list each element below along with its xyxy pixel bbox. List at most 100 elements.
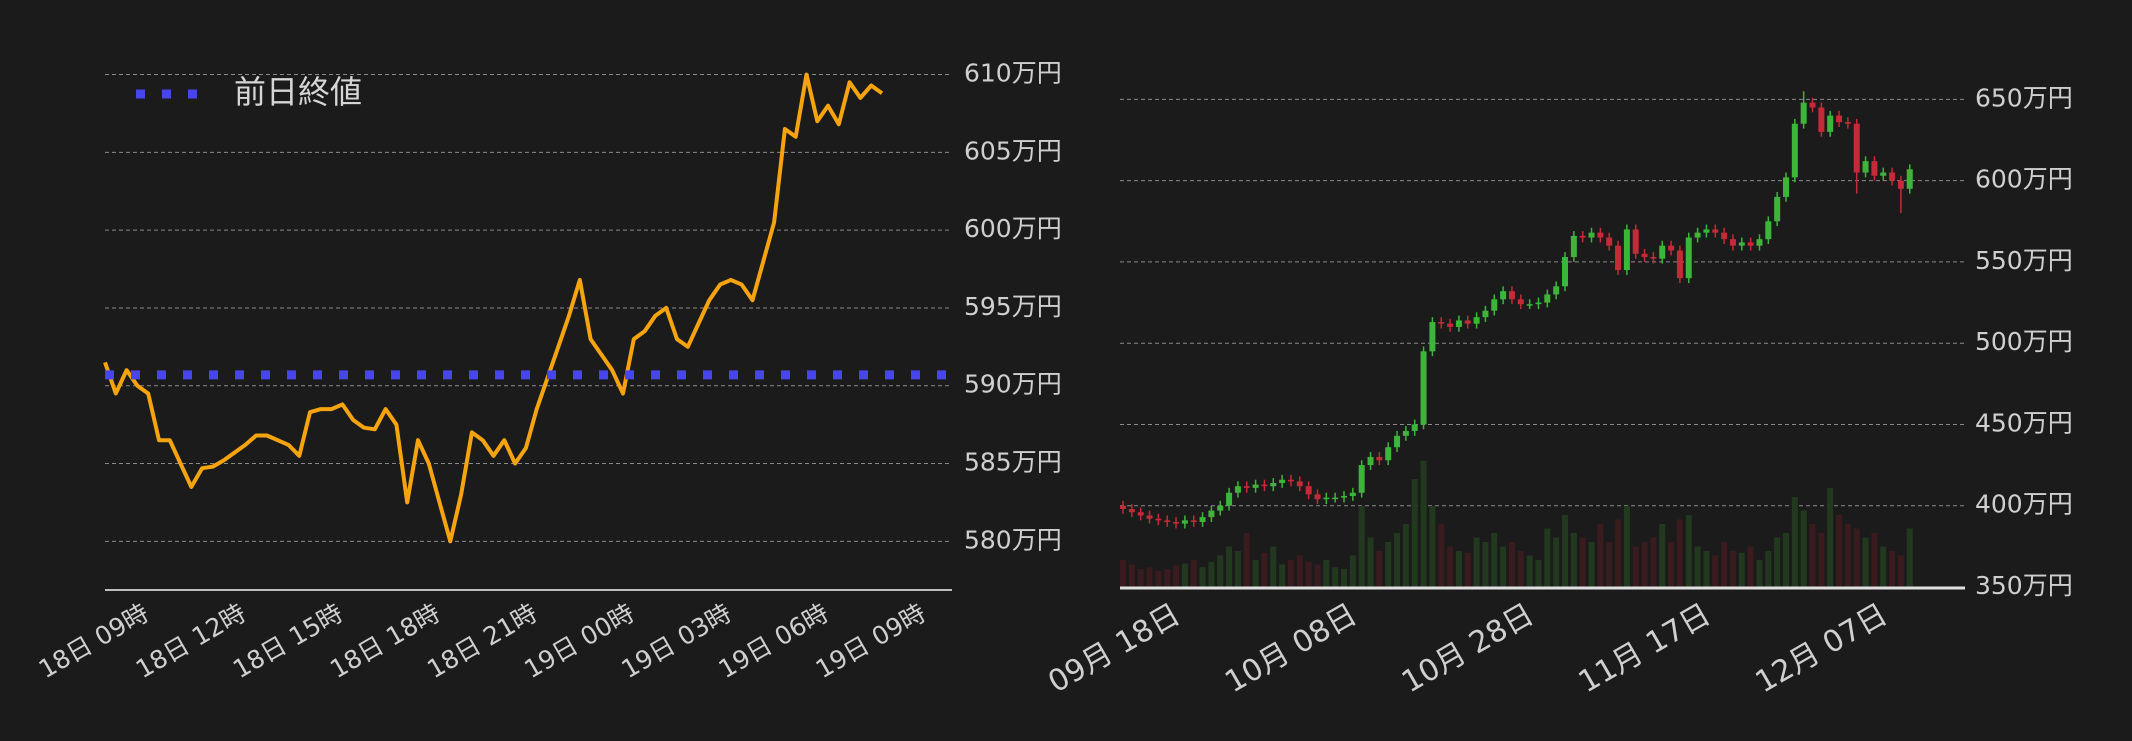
candle-body [1394,435,1401,448]
y-tick-label: 580万円 [964,525,1062,554]
volume-bar [1358,506,1365,587]
x-tick-label: 19日 00時 [519,598,639,684]
volume-bar [1305,561,1312,587]
candle-body [1606,237,1613,246]
volume-bar [1146,567,1153,587]
candle-body [1482,310,1489,318]
volume-bar [1234,551,1241,587]
y-tick-label: 550万円 [1975,246,2073,275]
candle-body [1721,232,1728,240]
candle-body [1880,172,1887,176]
x-tick-label: 18日 21時 [422,598,542,684]
candle-body [1270,482,1277,487]
volume-bar [1243,533,1250,587]
y-tick-label: 585万円 [964,448,1062,477]
y-tick-label: 500万円 [1975,327,2073,356]
candle-body [1438,322,1445,324]
volume-bar [1623,506,1630,587]
candle-body [1765,221,1772,240]
volume-bar [1668,542,1675,587]
volume-bar [1190,560,1197,587]
y-tick-label: 610万円 [964,59,1062,88]
candle-body [1827,115,1834,132]
candle-body [1367,456,1374,466]
candle-body [1517,299,1524,305]
candle-body [1800,102,1807,124]
volume-bar [1641,542,1648,587]
candle-body [1385,447,1392,461]
candle-body [1889,172,1896,181]
candle-body [1429,322,1436,352]
candle-body [1252,484,1259,488]
volume-bar [1756,560,1763,587]
candle-body [1173,521,1180,524]
candle-body [1774,196,1781,222]
volume-bar [1411,479,1418,587]
volume-bar [1226,546,1233,587]
candle-body [1279,479,1286,483]
x-tick-label: 18日 12時 [131,598,251,684]
volume-bar [1508,542,1515,587]
volume-bar [1747,546,1754,587]
volume-bar [1526,555,1533,587]
volume-bar [1562,515,1568,587]
candle-body [1455,320,1462,327]
volume-bar [1632,546,1639,587]
volume-bar [1721,542,1728,587]
volume-bar [1367,537,1374,587]
candle-body [1579,235,1586,238]
candle-body [1411,424,1418,431]
candle-body [1341,495,1347,498]
candle-body [1623,229,1630,271]
volume-bar [1694,546,1701,587]
x-tick-label: 10月 28日 [1396,597,1540,700]
x-tick-label: 11月 17日 [1573,597,1717,700]
volume-bar [1676,519,1683,587]
candle-body [1712,229,1719,233]
volume-bar [1783,533,1789,587]
x-tick-label: 19日 09時 [811,598,931,684]
volume-bar [1685,515,1692,587]
candle-body [1217,505,1224,511]
volume-bar [1818,533,1825,587]
volume-bar [1703,551,1710,587]
candle-body [1296,481,1303,487]
candle-body [1588,232,1595,238]
volume-bar [1579,537,1586,587]
volume-bar [1827,488,1834,587]
volume-bar [1615,519,1622,587]
volume-bar [1208,561,1215,587]
volume-bar [1323,560,1330,587]
x-tick-label: 19日 03時 [616,598,736,684]
candle-body [1676,250,1683,279]
candle-body [1323,497,1330,500]
volume-bar [1279,564,1286,587]
volume-bar [1155,570,1162,587]
candle-body [1464,320,1471,324]
y-tick-label: 450万円 [1975,408,2073,437]
volume-bar [1544,528,1551,587]
candle-body [1243,486,1250,488]
candle-body [1535,302,1542,305]
candle-body [1570,235,1577,258]
volume-bar [1341,569,1347,587]
volume-bar [1447,546,1454,587]
candle-body [1526,304,1533,306]
candle-body [1491,299,1498,311]
candle-body [1226,492,1233,506]
candle-body [1836,115,1843,123]
volume-bar [1464,552,1471,587]
volume-bar [1287,560,1294,587]
candle-body [1137,512,1144,516]
volume-bar [1376,551,1383,587]
candle-body [1853,123,1860,173]
volume-bar [1517,551,1524,587]
candle-body [1314,494,1321,500]
volume-bar [1429,506,1436,587]
volume-bar [1314,564,1321,587]
candle-body [1738,242,1745,246]
volume-bar [1252,560,1259,587]
volume-bar [1438,524,1445,587]
